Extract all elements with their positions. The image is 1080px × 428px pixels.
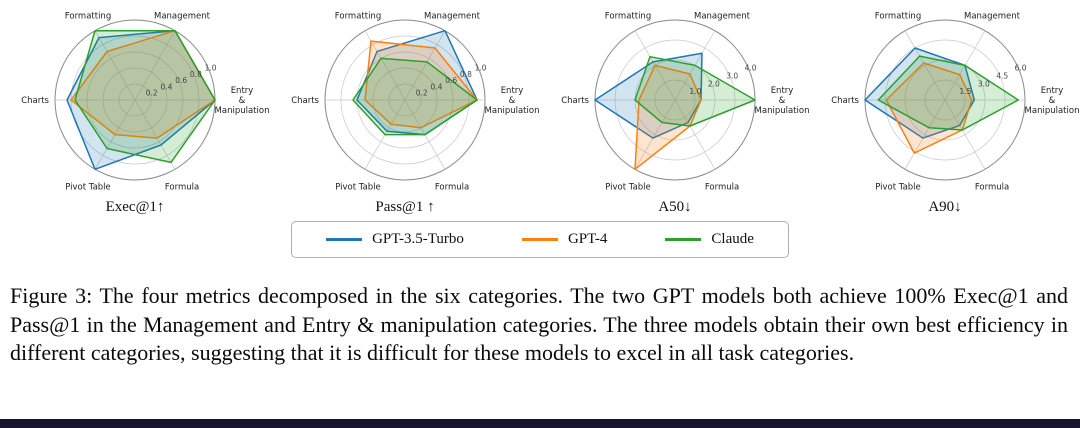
legend-wrap: GPT-3.5-Turbo GPT-4 Claude	[0, 221, 1080, 258]
radar-chart-panel-2: 0.2 0.4 0.6 0.8 1.0 Formatting Management Entry…	[270, 2, 540, 216]
radar-chart-2: 0.20.40.60.81.0 Formatting Management Entry…	[291, 12, 540, 193]
axis-label-Charts: Charts	[21, 96, 49, 106]
axis-label-Pivot Table: Pivot Table	[65, 182, 111, 192]
polar-spoke	[94, 30, 136, 101]
axis-label-Pivot Table: Pivot Table	[605, 182, 651, 192]
radar-chart-panel-3: 1.0 2.0 3.0 4.0 Formatting Management Entry & Ma…	[540, 2, 810, 216]
axis-label-Formula: Formula	[165, 182, 199, 192]
axis-label-Pivot Table: Pivot Table	[875, 182, 921, 192]
chart-title: A90↓	[928, 199, 962, 215]
axis-label-Entry & Manipulation: Entry & Manipulation	[755, 86, 810, 116]
series-polygon-Claude	[352, 57, 478, 136]
radial-tick-label: 0.8	[460, 70, 472, 79]
radial-tick-label: 4.0	[745, 64, 757, 73]
legend-item-GPT-3.5-Turbo: GPT-3.5-Turbo	[326, 231, 464, 248]
radial-tick-label: 2.0	[708, 79, 720, 88]
legend-line-swatch	[326, 238, 363, 241]
axis-label-Formula: Formula	[705, 182, 739, 192]
axis-label-Formatting: Formatting	[875, 12, 921, 22]
axis-label-Charts: Charts	[291, 96, 319, 106]
legend-label: Claude	[711, 231, 754, 247]
legend-label: GPT-4	[567, 231, 608, 247]
radial-tick-label: 1.0	[689, 87, 701, 96]
radial-tick-label: 3.0	[978, 79, 990, 88]
axis-label-Charts: Charts	[561, 96, 589, 106]
axis-label-Formatting: Formatting	[605, 12, 651, 22]
figure-caption: Figure 3: The four metrics decomposed in…	[10, 283, 1068, 366]
polar-spoke	[674, 99, 716, 170]
axis-label-Management: Management	[964, 12, 1021, 22]
axis-label-Formula: Formula	[435, 182, 469, 192]
radial-tick-label: 0.2	[146, 89, 158, 98]
legend-line-swatch	[521, 238, 558, 241]
radial-tick-label: 0.4	[161, 83, 173, 92]
radial-tick-label: 0.2	[416, 89, 428, 98]
polar-spoke	[944, 99, 986, 170]
axis-label-Formatting: Formatting	[65, 12, 111, 22]
axis-label-Entry & Manipulation: Entry & Manipulation	[485, 86, 540, 116]
radial-tick-label: 0.6	[175, 76, 187, 85]
series-polygon-GPT-3.5-Turbo	[594, 52, 703, 139]
axis-label-Management: Management	[154, 12, 211, 22]
radar-chart-3: 1.0 2.0 3.0 4.0 Formatting Management Entry & Ma…	[561, 12, 810, 193]
radar-charts-row: 0.2 0.4 0.6 0.8 1.0 Formatting Management Entry…	[0, 2, 1080, 216]
series-polygon-Claude	[634, 55, 756, 127]
radar-chart-1: 0.20.40.60.81.0 Formatting Management Entry…	[21, 12, 270, 193]
axis-label-Management: Management	[694, 12, 751, 22]
axis-label-Entry & Manipulation: Entry & Manipulation	[1025, 86, 1080, 116]
series-polygon-Claude	[74, 29, 216, 164]
radar-chart-4: 1.5 3.0 4.5 6.0 Formatting Management Entry & Ma…	[831, 12, 1080, 193]
polar-spoke	[134, 99, 176, 170]
radar-chart-panel-1: 0.2 0.4 0.6 0.8 1.0 Formatting Management Entry…	[0, 2, 270, 216]
polar-spoke	[634, 99, 676, 170]
polar-spoke	[904, 99, 946, 170]
chart-title: Exec@1↑	[105, 199, 165, 215]
radar-chart-panel-4: 1.5 3.0 4.5 6.0 Formatting Management Entry & Ma…	[810, 2, 1080, 216]
radial-tick-label: 3.0	[726, 72, 738, 81]
radial-tick-label: 1.0	[475, 64, 487, 73]
radial-tick-label: 0.8	[190, 70, 202, 79]
series-polygon-Claude	[877, 55, 1020, 131]
polar-spoke	[404, 30, 446, 101]
chart-title: Pass@1 ↑	[375, 199, 435, 215]
radial-tick-label: 4.5	[996, 72, 1008, 81]
legend-line-swatch	[665, 238, 702, 241]
radial-tick-label: 6.0	[1015, 64, 1027, 73]
chart-legend: GPT-3.5-Turbo GPT-4 Claude	[291, 221, 789, 258]
radial-tick-label: 0.4	[431, 83, 443, 92]
legend-label: GPT-3.5-Turbo	[372, 231, 464, 247]
bottom-divider-bar	[0, 419, 1080, 428]
polar-spoke	[364, 30, 406, 101]
axis-label-Charts: Charts	[831, 96, 859, 106]
polar-spoke	[134, 30, 176, 101]
axis-label-Management: Management	[424, 12, 481, 22]
radial-tick-label: 1.5	[959, 87, 971, 96]
axis-label-Formula: Formula	[975, 182, 1009, 192]
series-polygon-GPT-4	[364, 40, 478, 129]
legend-item-Claude: Claude	[665, 231, 754, 248]
radial-tick-label: 0.6	[445, 76, 457, 85]
axis-label-Pivot Table: Pivot Table	[335, 182, 381, 192]
legend-item-GPT-4: GPT-4	[521, 231, 608, 248]
axis-label-Formatting: Formatting	[335, 12, 381, 22]
radial-tick-label: 1.0	[205, 64, 217, 73]
polar-spoke	[904, 30, 946, 101]
axis-label-Entry & Manipulation: Entry & Manipulation	[215, 86, 270, 116]
chart-title: A50↓	[658, 199, 692, 215]
